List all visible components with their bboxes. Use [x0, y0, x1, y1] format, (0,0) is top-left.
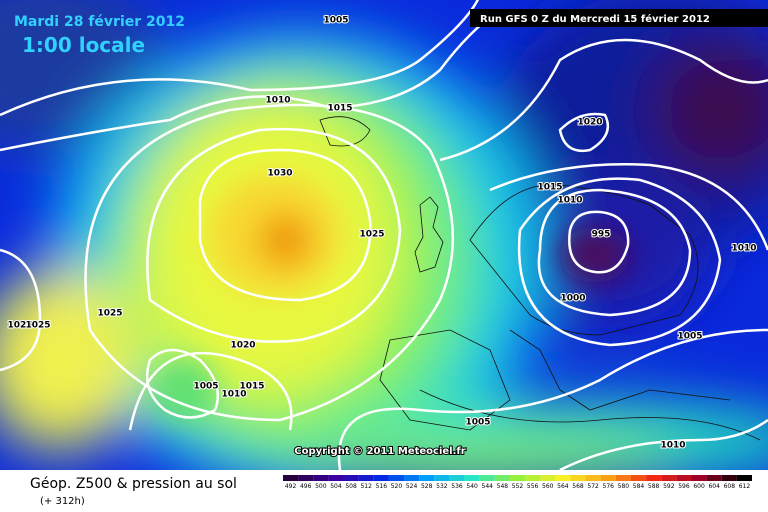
- scale-swatch: [691, 475, 707, 481]
- isobar-label: 1005: [677, 332, 702, 342]
- isobar-label: 1010: [265, 96, 290, 106]
- scale-swatch: [404, 475, 420, 481]
- isobar-labels: 1005 1010 1015 1020 1030 1015 1010 1025 …: [6, 15, 757, 452]
- isobar-label: 995: [592, 230, 611, 240]
- scale-label: 564: [557, 483, 569, 490]
- forecast-date: Mardi 28 février 2012: [14, 14, 185, 30]
- scale-label: 528: [421, 483, 433, 490]
- scale-label: 568: [572, 483, 584, 490]
- scale-swatch: [600, 475, 616, 481]
- scale-label: 504: [330, 483, 342, 490]
- isobar-label: 1025: [7, 321, 32, 331]
- scale-label: 544: [482, 483, 494, 490]
- scale-swatch: [525, 475, 541, 481]
- scale-swatch: [449, 475, 465, 481]
- forecast-time: 1:00 locale: [22, 33, 145, 57]
- scale-swatch: [464, 475, 480, 481]
- scale-swatch: [479, 475, 495, 481]
- scale-label: 604: [708, 483, 720, 490]
- scale-swatch: [434, 475, 450, 481]
- scale-swatch: [736, 475, 752, 481]
- scale-swatch: [373, 475, 389, 481]
- lead-time: (+ 312h): [40, 496, 85, 507]
- scale-label: 512: [360, 483, 372, 490]
- scale-label: 496: [300, 483, 312, 490]
- scale-swatch: [358, 475, 374, 481]
- scale-swatch: [298, 475, 314, 481]
- isobar-label: 1000: [560, 294, 585, 304]
- scale-label: 492: [285, 483, 297, 490]
- isobar-label: 1020: [230, 341, 255, 351]
- coastlines: [319, 116, 761, 441]
- scale-label: 572: [587, 483, 599, 490]
- scale-label: 560: [542, 483, 554, 490]
- isobar-label: 1015: [327, 104, 352, 114]
- run-banner: [470, 9, 768, 27]
- scale-swatch: [706, 475, 722, 481]
- geopotential-field: [0, 0, 768, 490]
- scale-swatch: [615, 475, 631, 481]
- isobar-label: 1015: [239, 382, 264, 392]
- scale-swatch: [419, 475, 435, 481]
- scale-label: 592: [663, 483, 675, 490]
- scale-label: 516: [376, 483, 388, 490]
- isobar-label: 1025: [25, 321, 50, 331]
- isobar-label: 1020: [577, 118, 602, 128]
- isobars: [0, 0, 768, 472]
- scale-label: 584: [633, 483, 645, 490]
- scale-swatch: [646, 475, 662, 481]
- scale-label: 524: [406, 483, 418, 490]
- footer-title: Géop. Z500 & pression au sol: [30, 476, 237, 492]
- isobar-label: 1010: [731, 244, 756, 254]
- isobar-label: 1010: [221, 390, 246, 400]
- scale-swatch: [313, 475, 329, 481]
- isobar-label: 1030: [267, 169, 292, 179]
- isobar-label: 1005: [465, 418, 490, 428]
- scale-label: 600: [693, 483, 705, 490]
- scale-swatch: [630, 475, 647, 481]
- scale-swatch: [388, 475, 405, 481]
- scale-label: 576: [603, 483, 615, 490]
- copyright: Copyright © 2011 Meteociel.fr: [294, 446, 465, 457]
- isobar-label: 1005: [323, 16, 348, 26]
- scale-swatch: [343, 475, 359, 481]
- scale-label: 608: [724, 483, 736, 490]
- scale-swatch: [661, 475, 677, 481]
- scale-label: 540: [466, 483, 478, 490]
- isobar-label: 1010: [557, 196, 582, 206]
- scale-label: 532: [436, 483, 448, 490]
- isobar-label: 1005: [193, 382, 218, 392]
- scale-swatch: [494, 475, 510, 481]
- scale-swatch: [509, 475, 526, 481]
- scale-swatch: [676, 475, 692, 481]
- isobar-label: 1025: [97, 309, 122, 319]
- scale-label: 536: [451, 483, 463, 490]
- scale-label: 508: [345, 483, 357, 490]
- scale-label: 596: [678, 483, 690, 490]
- run-info: Run GFS 0 Z du Mercredi 15 février 2012: [480, 13, 710, 25]
- isobar-label: 1010: [660, 441, 685, 451]
- scale-label: 556: [527, 483, 539, 490]
- scale-swatch: [585, 475, 601, 481]
- scale-swatch: [328, 475, 344, 481]
- scale-swatch: [721, 475, 737, 481]
- scale-swatch: [540, 475, 556, 481]
- scale-swatch: [283, 475, 299, 481]
- scale-label: 500: [315, 483, 327, 490]
- scale-label: 548: [497, 483, 509, 490]
- scale-label: 612: [739, 483, 751, 490]
- scale-swatch: [555, 475, 571, 481]
- scale-label: 520: [391, 483, 403, 490]
- isobar-label: 1025: [359, 230, 384, 240]
- scale-label: 588: [648, 483, 660, 490]
- color-scale: 492 496 500 504 508 512 516 520 524 528 532 536 540 5…: [283, 475, 752, 490]
- scale-label: 580: [618, 483, 630, 490]
- scale-swatch: [570, 475, 586, 481]
- isobar-label: 1015: [537, 183, 562, 193]
- scale-label: 552: [512, 483, 524, 490]
